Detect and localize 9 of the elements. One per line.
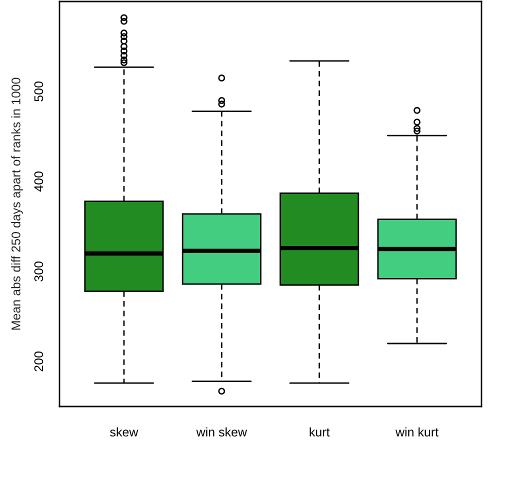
y-tick-label: 200 <box>34 352 44 372</box>
x-tick-label: win kurt <box>395 427 438 437</box>
y-axis-title: Mean abs diff 250 days apart of ranks in 1000 <box>11 78 23 330</box>
y-tick-label: 400 <box>34 172 44 192</box>
y-tick-label: 300 <box>34 262 44 282</box>
x-tick-label: kurt <box>310 427 330 437</box>
x-tick-label: skew <box>110 427 138 437</box>
x-tick-label: win skew <box>196 427 248 437</box>
y-tick-label: 500 <box>34 82 44 102</box>
